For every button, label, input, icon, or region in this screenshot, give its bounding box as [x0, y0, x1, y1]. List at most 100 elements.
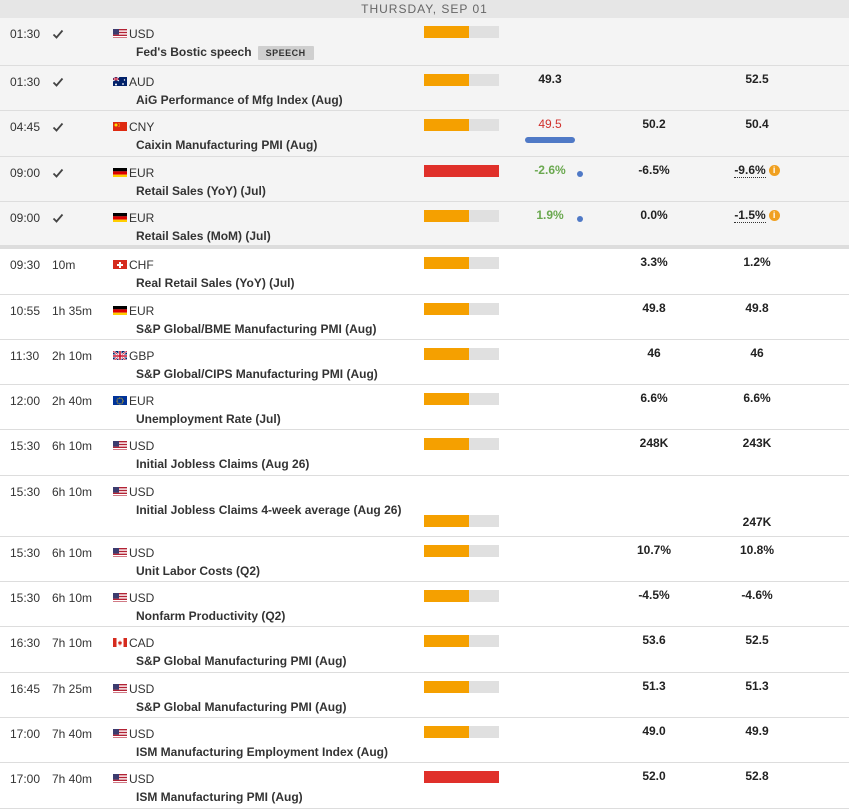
event-currency: EUR	[129, 394, 155, 408]
event-row[interactable]: 04:45 CNY Caixin Manufacturing PMI (Aug) 49…	[0, 111, 849, 157]
event-row[interactable]: 17:00 7h 40m USD ISM Manufacturing PMI (Aug…	[0, 763, 849, 809]
event-row[interactable]: 12:00 2h 40m EUR Unemployment Rate (Jul) 6.6…	[0, 385, 849, 430]
flag-de-icon	[113, 212, 127, 222]
time-remaining: 2h 10m	[52, 349, 93, 363]
event-row[interactable]: 01:30 AUD AiG Performance of Mfg Index (Au…	[0, 66, 849, 111]
event-time: 16:30	[10, 636, 41, 650]
event-time: 09:00	[10, 211, 41, 225]
previous-value-text: 49.9	[745, 724, 769, 738]
event-name-text[interactable]: Caixin Manufacturing PMI (Aug)	[136, 138, 318, 152]
event-time: 15:30	[10, 591, 41, 605]
previous-value-text: 52.8	[745, 769, 769, 783]
event-row[interactable]: 09:30 10m CHF Real Retail Sales (YoY) (Jul)…	[0, 249, 849, 295]
event-name[interactable]: ISM Manufacturing Employment Index (Aug)	[136, 745, 388, 759]
impact-bar	[424, 74, 499, 86]
event-name-text[interactable]: AiG Performance of Mfg Index (Aug)	[136, 93, 343, 107]
event-row[interactable]: 11:30 2h 10m GBP S&P Global/CIPS Manufactur…	[0, 340, 849, 385]
actual-value: 49.5	[538, 117, 562, 131]
impact-bar	[424, 257, 499, 269]
event-name-text[interactable]: Real Retail Sales (YoY) (Jul)	[136, 276, 295, 290]
event-name-text[interactable]: Fed's Bostic speech	[136, 45, 252, 59]
impact-fill	[424, 26, 469, 38]
revised-info-icon[interactable]: i	[768, 210, 780, 222]
event-row[interactable]: 16:30 7h 10m CAD S&P Global Manufacturing P…	[0, 627, 849, 673]
event-name-text[interactable]: S&P Global Manufacturing PMI (Aug)	[136, 654, 347, 668]
previous-value-text: 49.8	[745, 301, 769, 315]
event-name-text[interactable]: Unemployment Rate (Jul)	[136, 412, 281, 426]
now-divider	[0, 246, 849, 249]
consensus-value: 10.7%	[636, 543, 672, 557]
event-name-text[interactable]: ISM Manufacturing Employment Index (Aug)	[136, 745, 389, 759]
event-name[interactable]: Unit Labor Costs (Q2)	[136, 564, 260, 578]
event-name-text[interactable]: Unit Labor Costs (Q2)	[136, 564, 261, 578]
event-name[interactable]: Retail Sales (MoM) (Jul)	[136, 229, 271, 243]
event-name[interactable]: Initial Jobless Claims 4-week average (A…	[136, 503, 401, 517]
event-name-text[interactable]: Initial Jobless Claims 4-week average (A…	[136, 503, 402, 517]
event-row[interactable]: 15:30 6h 10m USD Nonfarm Productivity (Q2) -…	[0, 582, 849, 627]
previous-value: -1.5% i	[717, 208, 797, 223]
event-name[interactable]: S&P Global Manufacturing PMI (Aug)	[136, 700, 346, 714]
event-name-text[interactable]: S&P Global/CIPS Manufacturing PMI (Aug)	[136, 367, 378, 381]
previous-value-text: -4.6%	[741, 588, 773, 602]
deviation-marker	[525, 137, 575, 143]
event-name-text[interactable]: Retail Sales (MoM) (Jul)	[136, 229, 271, 243]
event-row[interactable]: 01:30 USD Fed's Bostic speech SPEECH	[0, 18, 849, 66]
previous-value-text: 52.5	[745, 633, 769, 647]
time-remaining: 7h 25m	[52, 682, 93, 696]
previous-value-text: 50.4	[745, 117, 769, 131]
event-row[interactable]: 15:30 6h 10m USD Unit Labor Costs (Q2) 10.7%…	[0, 537, 849, 582]
event-name[interactable]: S&P Global/CIPS Manufacturing PMI (Aug)	[136, 367, 378, 381]
event-row[interactable]: 09:00 EUR Retail Sales (YoY) (Jul) -2.6% -6.…	[0, 157, 849, 202]
impact-fill	[424, 348, 469, 360]
impact-bar	[424, 393, 499, 405]
consensus-value: -4.5%	[638, 588, 670, 602]
event-name-text[interactable]: Retail Sales (YoY) (Jul)	[136, 184, 266, 198]
impact-fill	[424, 210, 469, 222]
event-name[interactable]: Real Retail Sales (YoY) (Jul)	[136, 276, 295, 290]
event-name-text[interactable]: S&P Global Manufacturing PMI (Aug)	[136, 700, 347, 714]
check-icon	[52, 76, 64, 88]
impact-bar	[424, 771, 499, 783]
event-row[interactable]: 16:45 7h 25m USD S&P Global Manufacturing P…	[0, 673, 849, 718]
event-currency: USD	[129, 727, 155, 741]
revised-info-icon[interactable]: i	[768, 165, 780, 177]
event-row[interactable]: 15:30 6h 10m USD Initial Jobless Claims (Au…	[0, 430, 849, 476]
event-row[interactable]: 10:55 1h 35m EUR S&P Global/BME Manufacturi…	[0, 295, 849, 340]
event-name-text[interactable]: ISM Manufacturing PMI (Aug)	[136, 790, 303, 804]
event-name[interactable]: Retail Sales (YoY) (Jul)	[136, 184, 266, 198]
previous-value: 52.5	[717, 633, 797, 647]
event-row[interactable]: 09:00 EUR Retail Sales (MoM) (Jul) 1.9% 0.0%…	[0, 202, 849, 246]
flag-us-icon	[113, 728, 127, 738]
event-name-text[interactable]: Initial Jobless Claims (Aug 26)	[136, 457, 310, 471]
event-name[interactable]: Nonfarm Productivity (Q2)	[136, 609, 285, 623]
impact-bar	[424, 438, 499, 450]
event-name[interactable]: AiG Performance of Mfg Index (Aug)	[136, 93, 343, 107]
event-row[interactable]: 17:00 7h 40m USD ISM Manufacturing Employme…	[0, 718, 849, 763]
impact-fill	[424, 257, 469, 269]
event-name[interactable]: S&P Global/BME Manufacturing PMI (Aug)	[136, 322, 376, 336]
previous-value-text: -9.6%	[734, 163, 766, 178]
event-time: 12:00	[10, 394, 41, 408]
previous-value-text: 1.2%	[743, 255, 771, 269]
event-currency: USD	[129, 439, 155, 453]
event-name[interactable]: Unemployment Rate (Jul)	[136, 412, 281, 426]
event-name[interactable]: Initial Jobless Claims (Aug 26)	[136, 457, 309, 471]
flag-us-icon	[113, 547, 127, 557]
event-name[interactable]: ISM Manufacturing PMI (Aug)	[136, 790, 303, 804]
previous-value: 52.8	[717, 769, 797, 783]
consensus-value: 0.0%	[640, 208, 668, 222]
time-remaining: 6h 10m	[52, 485, 93, 499]
previous-value: 52.5	[717, 72, 797, 86]
event-currency: USD	[129, 485, 155, 499]
actual-value: 49.3	[538, 72, 562, 86]
event-name[interactable]: Caixin Manufacturing PMI (Aug)	[136, 138, 317, 152]
event-name[interactable]: S&P Global Manufacturing PMI (Aug)	[136, 654, 346, 668]
previous-value-text: 6.6%	[743, 391, 771, 405]
event-row[interactable]: 15:30 6h 10m USD Initial Jobless Claims 4-w…	[0, 476, 849, 537]
event-name-text[interactable]: Nonfarm Productivity (Q2)	[136, 609, 286, 623]
previous-value: 46	[717, 346, 797, 360]
event-name-text[interactable]: S&P Global/BME Manufacturing PMI (Aug)	[136, 322, 377, 336]
consensus-value: 49.8	[642, 301, 666, 315]
impact-fill	[424, 303, 469, 315]
event-name[interactable]: Fed's Bostic speech SPEECH	[136, 45, 314, 60]
